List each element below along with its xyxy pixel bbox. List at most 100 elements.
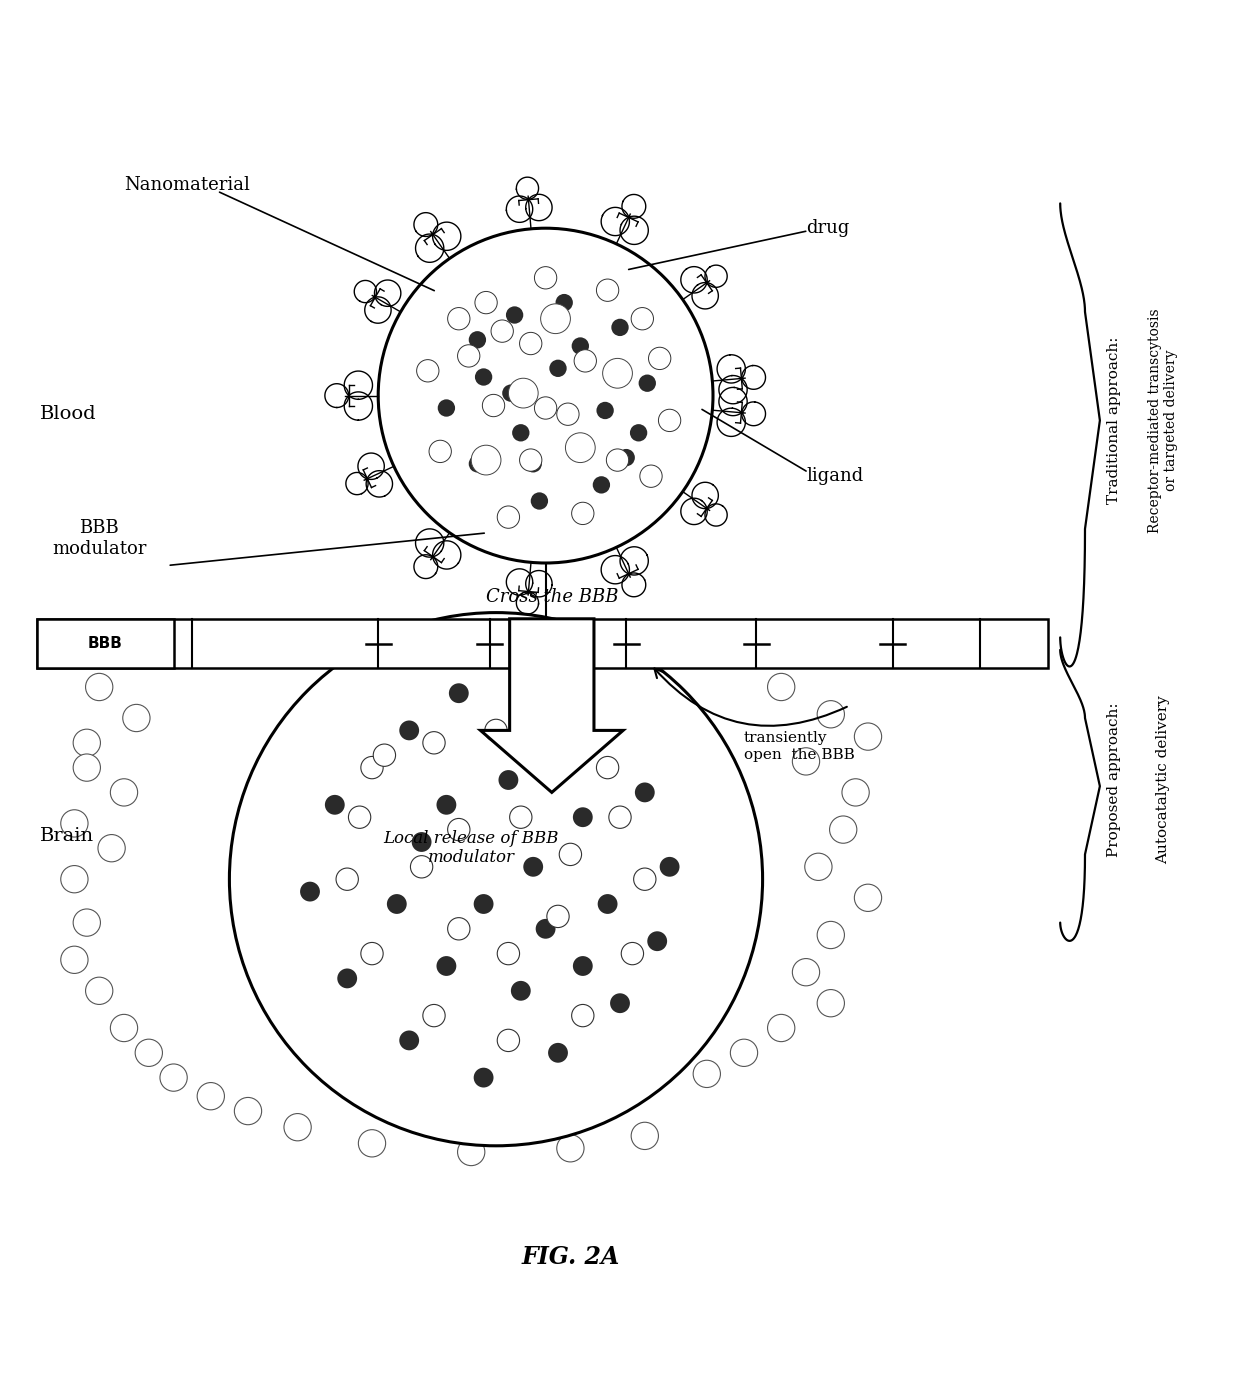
Text: Receptor-mediated transcytosis
or targeted delivery: Receptor-mediated transcytosis or target… xyxy=(1148,308,1178,533)
Circle shape xyxy=(534,267,557,289)
Circle shape xyxy=(498,769,518,790)
Circle shape xyxy=(458,1139,485,1165)
Circle shape xyxy=(523,857,543,877)
Circle shape xyxy=(596,279,619,301)
Circle shape xyxy=(423,731,445,754)
Circle shape xyxy=(842,779,869,807)
Circle shape xyxy=(830,816,857,844)
Circle shape xyxy=(436,956,456,976)
Circle shape xyxy=(531,492,548,510)
Circle shape xyxy=(61,947,88,973)
Circle shape xyxy=(336,868,358,890)
Circle shape xyxy=(768,1014,795,1041)
Circle shape xyxy=(234,1098,262,1125)
Circle shape xyxy=(399,720,419,741)
Circle shape xyxy=(817,922,844,948)
Circle shape xyxy=(556,294,573,312)
Circle shape xyxy=(639,375,656,392)
Circle shape xyxy=(458,345,480,367)
Circle shape xyxy=(337,969,357,988)
Circle shape xyxy=(469,331,486,349)
Circle shape xyxy=(284,1113,311,1140)
Circle shape xyxy=(611,319,629,337)
Circle shape xyxy=(474,1068,494,1087)
Circle shape xyxy=(572,1004,594,1026)
Circle shape xyxy=(768,673,795,701)
Circle shape xyxy=(123,705,150,731)
Circle shape xyxy=(429,440,451,463)
Circle shape xyxy=(497,943,520,965)
Circle shape xyxy=(110,1014,138,1041)
Circle shape xyxy=(438,400,455,416)
Bar xyxy=(37,618,174,668)
Circle shape xyxy=(660,857,680,877)
Circle shape xyxy=(325,796,345,815)
Circle shape xyxy=(474,894,494,914)
Circle shape xyxy=(547,905,569,927)
Circle shape xyxy=(792,959,820,985)
Circle shape xyxy=(854,723,882,750)
FancyArrowPatch shape xyxy=(655,669,847,725)
Circle shape xyxy=(508,378,538,408)
Text: BBB: BBB xyxy=(88,636,123,651)
Text: Nanomaterial: Nanomaterial xyxy=(124,176,250,194)
Circle shape xyxy=(572,338,589,354)
Circle shape xyxy=(559,844,582,866)
Circle shape xyxy=(573,956,593,976)
Circle shape xyxy=(491,320,513,342)
Circle shape xyxy=(348,807,371,829)
Circle shape xyxy=(197,1083,224,1110)
Circle shape xyxy=(475,368,492,386)
Text: Brain: Brain xyxy=(40,827,94,845)
Circle shape xyxy=(73,754,100,782)
Circle shape xyxy=(658,409,681,431)
Circle shape xyxy=(436,796,456,815)
Circle shape xyxy=(593,477,610,493)
Circle shape xyxy=(399,1030,419,1050)
Circle shape xyxy=(541,304,570,334)
Circle shape xyxy=(417,360,439,382)
Circle shape xyxy=(300,882,320,901)
Circle shape xyxy=(603,359,632,389)
Circle shape xyxy=(510,807,532,829)
Circle shape xyxy=(110,779,138,807)
Circle shape xyxy=(448,308,470,330)
Circle shape xyxy=(574,350,596,372)
Circle shape xyxy=(548,1043,568,1062)
Circle shape xyxy=(361,757,383,779)
Circle shape xyxy=(647,932,667,951)
Circle shape xyxy=(373,745,396,767)
Circle shape xyxy=(86,977,113,1004)
Circle shape xyxy=(73,730,100,757)
Circle shape xyxy=(565,433,595,463)
Circle shape xyxy=(557,1135,584,1162)
Circle shape xyxy=(506,306,523,324)
Circle shape xyxy=(792,747,820,775)
Circle shape xyxy=(520,333,542,354)
Text: Traditional approach:: Traditional approach: xyxy=(1106,337,1121,504)
Circle shape xyxy=(423,1004,445,1026)
Circle shape xyxy=(635,782,655,802)
Text: Blood: Blood xyxy=(40,405,97,423)
Circle shape xyxy=(609,807,631,829)
Circle shape xyxy=(573,808,593,827)
Text: drug: drug xyxy=(806,220,849,238)
Text: BBB
modulator: BBB modulator xyxy=(52,519,146,558)
Circle shape xyxy=(86,673,113,701)
Circle shape xyxy=(511,695,531,716)
Text: Local release of BBB
modulator: Local release of BBB modulator xyxy=(383,830,559,867)
Circle shape xyxy=(448,918,470,940)
Circle shape xyxy=(412,833,432,852)
Circle shape xyxy=(598,894,618,914)
Circle shape xyxy=(547,745,569,767)
Circle shape xyxy=(358,1129,386,1157)
Circle shape xyxy=(536,919,556,938)
Circle shape xyxy=(630,425,647,441)
Circle shape xyxy=(61,866,88,893)
Circle shape xyxy=(817,701,844,728)
Circle shape xyxy=(471,445,501,475)
Circle shape xyxy=(482,394,505,416)
Circle shape xyxy=(475,291,497,313)
Circle shape xyxy=(511,981,531,1000)
Circle shape xyxy=(512,425,529,441)
